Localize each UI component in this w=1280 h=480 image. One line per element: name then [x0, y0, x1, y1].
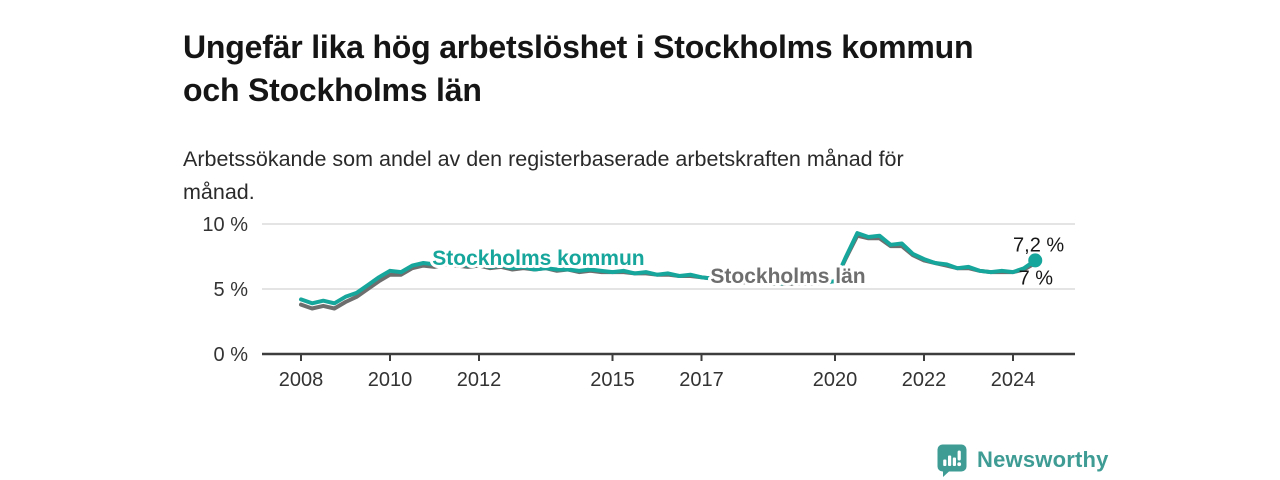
chart-subtitle-line2: månad.	[183, 180, 255, 205]
series-line-stockholms-kommun	[299, 231, 1038, 306]
x-tick-label: 2020	[813, 369, 858, 391]
logo-exclamation-dot	[957, 462, 962, 467]
chart-subtitle-line1: Arbetssökande som andel av den registerb…	[183, 146, 904, 171]
value-annotation: 7 %	[1019, 267, 1054, 289]
x-tick-label: 2022	[902, 369, 947, 391]
newsworthy-logo-text: Newsworthy	[977, 447, 1109, 472]
newsworthy-logo[interactable]: Newsworthy	[936, 443, 1109, 477]
series-label-stockholms-kommun: Stockholms kommun	[432, 247, 644, 270]
page-title-line2: och Stockholms län	[183, 71, 482, 108]
logo-bar-1	[943, 459, 947, 466]
logo-bar-3	[952, 457, 956, 466]
x-tick-label: 2017	[679, 369, 724, 391]
chart-area: 0 % 5 % 10 % 2008 2010 2012 2015 2017 2020 2022 20…	[183, 200, 1098, 395]
x-tick-label: 2012	[457, 369, 502, 391]
y-tick-label: 10 %	[202, 214, 248, 236]
newsworthy-bar-chart-speech-bubble-icon	[937, 444, 967, 477]
y-tick-label: 0 %	[214, 344, 249, 366]
speech-bubble-shape	[937, 444, 967, 477]
x-tick-label: 2015	[590, 369, 635, 391]
series-label-stockholms-län: Stockholms län	[710, 265, 865, 288]
page-title: Ungefär lika hög arbetslöshet i Stockhol…	[183, 26, 1133, 111]
x-tick-label: 2010	[368, 369, 413, 391]
series-end-dot	[1028, 253, 1043, 268]
y-tick-label: 5 %	[214, 279, 249, 301]
x-tick-label: 2024	[991, 369, 1036, 391]
chart-subtitle: Arbetssökande som andel av den registerb…	[183, 143, 1083, 211]
logo-bar-2	[948, 455, 952, 466]
x-tick-label: 2008	[279, 369, 324, 391]
value-annotation: 7,2 %	[1013, 234, 1064, 256]
unemployment-line-chart: 0 % 5 % 10 % 2008 2010 2012 2015 2017 2020 2022 20…	[202, 214, 1075, 391]
page-title-line1: Ungefär lika hög arbetslöshet i Stockhol…	[183, 29, 974, 66]
logo-exclamation-bar	[957, 450, 961, 461]
